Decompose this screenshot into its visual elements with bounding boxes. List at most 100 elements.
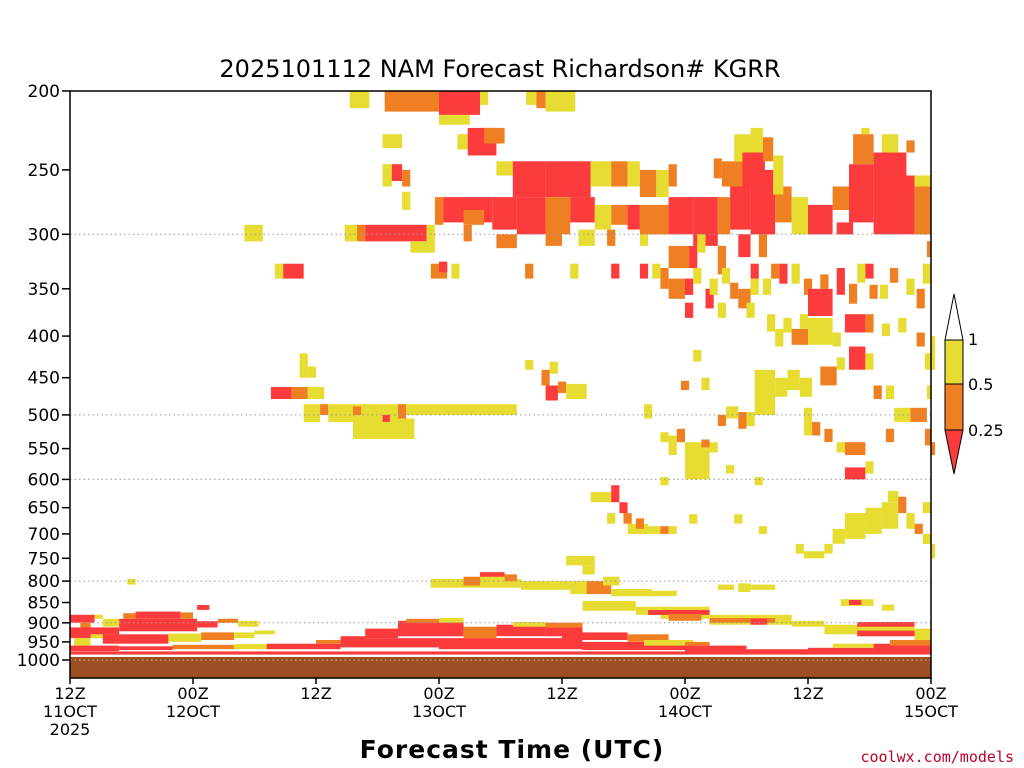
ri-cell [74,638,91,646]
ri-cell [549,361,558,374]
ri-cell [754,369,776,415]
x-tick-label: 00Z [915,684,946,703]
y-tick-label: 550 [28,440,60,460]
ri-cell [594,204,612,230]
ri-cell [644,404,653,419]
ri-cell [783,317,792,333]
ri-cell [382,164,392,187]
x-tick-label: 12Z [792,684,823,703]
x-tick-label: 13OCT [412,702,466,721]
ri-cell [685,302,694,318]
ri-cell [463,626,497,639]
ri-cell [914,186,931,235]
x-tick-label: 00Z [669,684,700,703]
ri-cell [873,152,907,176]
ri-cell [926,241,931,258]
ri-cell [340,638,439,648]
ri-cell [916,288,925,309]
ri-cell [705,288,714,309]
ri-cell [857,626,915,631]
ri-cell [775,377,788,397]
ri-cell [70,614,95,623]
ri-cell [767,314,776,332]
x-tick-label: 00Z [423,684,454,703]
ri-cell [808,647,874,653]
y-tick-label: 650 [28,499,60,519]
ri-cell [398,404,407,419]
ri-cell [799,377,813,397]
ri-cell [931,442,936,456]
ri-cell [557,381,567,394]
ri-cell [808,288,833,316]
ri-cell [849,346,866,370]
ri-cell [639,169,657,198]
ri-cell [234,644,292,650]
ri-cell [639,234,649,246]
ri-cell [701,439,710,448]
ri-cell [680,380,690,390]
ri-cell [349,91,370,109]
ri-cell [80,622,91,629]
ri-cell [844,314,866,333]
ri-cell [357,224,366,242]
ri-cell [270,387,292,399]
ri-cell [457,134,468,150]
ri-cell [689,245,698,268]
ri-cell [910,407,927,422]
ri-cell [916,332,925,347]
ri-cell [738,234,751,258]
ri-cell [119,646,173,650]
ri-cell [853,134,874,165]
ri-cell [685,442,710,480]
ri-cell [738,412,747,429]
ri-cell [750,618,767,625]
ri-cell [726,406,739,419]
y-tick-label: 400 [28,327,60,347]
ri-cell [709,442,718,453]
ri-cell [894,407,911,422]
ri-cell [512,622,546,627]
ri-cell [717,584,735,590]
ri-cell [849,283,858,304]
ri-cell [201,632,234,640]
ri-cell [439,261,448,273]
ri-cell [382,414,390,422]
ri-cell [398,620,439,637]
ri-cell [924,353,931,370]
x-tick-label: 11OCT [43,702,97,721]
ri-cell [922,263,931,284]
ri-cell [119,618,198,632]
y-tick-label: 450 [28,369,60,389]
y-tick-label: 750 [28,549,60,569]
ri-cell [512,161,546,198]
ri-cell [316,640,349,644]
colorbar-bin [944,293,964,341]
ri-cell [758,526,767,534]
richardson-cells [70,91,936,655]
ri-cell [480,572,505,577]
y-tick-label: 500 [28,406,60,426]
ri-cell [668,245,690,268]
ri-cell [730,282,739,299]
ri-cell [750,127,763,147]
ri-cell [779,263,788,284]
ri-cell [197,621,218,628]
ri-cell [102,634,169,644]
ri-cell [873,643,931,653]
ri-cell [439,620,464,637]
ri-cell [439,91,480,115]
ri-cell [836,442,845,453]
ri-cell [70,627,120,639]
ri-cell [873,175,915,235]
ri-cell [566,555,595,566]
ri-cell [652,263,661,279]
y-tick-label: 350 [28,280,60,300]
ri-cell [291,387,308,399]
ri-cell [525,360,534,370]
x-tick-label: 12Z [54,684,85,703]
ri-cell [607,229,616,246]
ri-cell [384,91,439,112]
ri-cell [168,633,202,642]
ri-cell [644,640,694,646]
